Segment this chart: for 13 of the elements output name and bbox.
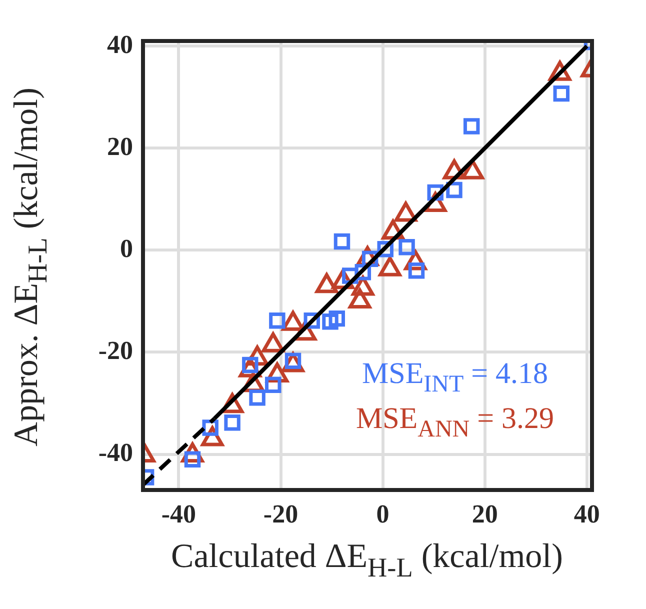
annotation: MSE$_{ANN}$ = 3.29 (354, 402, 556, 444)
x-axis-title: Calculated ΔE$_{H-L}$ (kcal/mol) (170, 538, 564, 584)
x-tick-label: -20 (263, 499, 298, 528)
x-tick-label: -40 (161, 499, 196, 528)
y-tick-label: 20 (107, 132, 133, 161)
y-tick-label: -40 (98, 438, 133, 468)
annotation: MSE$_{INT}$ = 4.18 (360, 357, 550, 398)
x-tick-label: 0 (376, 499, 390, 528)
y-tick-label: -20 (98, 336, 133, 365)
x-tick-label: 20 (472, 499, 498, 528)
y-tick-label: 0 (120, 234, 133, 263)
y-tick-label: 40 (107, 30, 133, 59)
x-tick-label: 40 (574, 499, 600, 528)
